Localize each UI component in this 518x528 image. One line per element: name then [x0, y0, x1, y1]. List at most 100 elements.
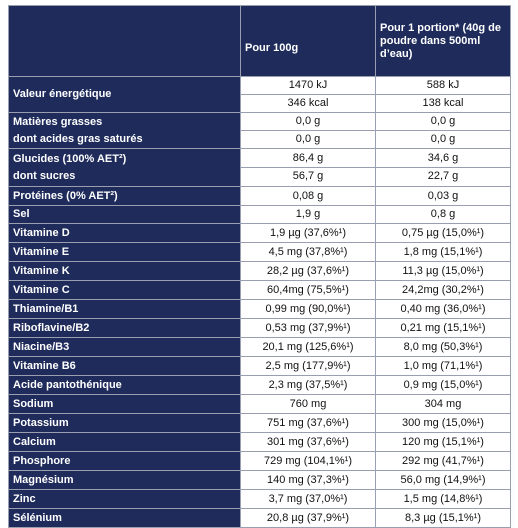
- value-line: 2,3 mg (37,5%¹): [268, 378, 348, 391]
- value-cell: 0,21 mg (15,1%¹): [375, 318, 511, 338]
- value-cell: 0,0 g 0,0 g: [375, 112, 511, 149]
- row-label: Vitamine B6: [8, 356, 241, 376]
- value-cell: 300 mg (15,0%¹): [375, 413, 511, 433]
- value-line: 1,0 mg (71,1%¹): [403, 359, 483, 372]
- table-row: Vitamine D 1,9 µg (37,6%¹) 0,75 µg (15,0%¹…: [8, 223, 511, 243]
- row-label: Matières grasses dont acides gras saturés: [8, 112, 241, 149]
- value-line: 56,7 g: [241, 167, 375, 185]
- value-cell: 1,5 mg (14,8%¹): [375, 489, 511, 509]
- value-line: 0,0 g: [295, 115, 321, 127]
- value-cell: 588 kJ 138 kcal: [375, 76, 511, 113]
- value-line: 1,9 g: [295, 208, 321, 220]
- value-cell: 1,9 g: [240, 205, 376, 224]
- value-line: 34,6 g: [427, 152, 459, 164]
- value-cell: 56,0 mg (14,9%¹): [375, 470, 511, 490]
- value-cell: 0,9 mg (15,0%¹): [375, 375, 511, 395]
- value-line: 4,5 mg (37,8%¹): [268, 245, 348, 258]
- label-line: Vitamine C: [13, 283, 70, 296]
- value-cell: 760 mg: [240, 394, 376, 414]
- row-label: Protéines (0% AET²): [8, 186, 241, 206]
- value-line: 86,4 g: [292, 152, 324, 164]
- value-line: 11,3 µg (15,0%¹): [402, 264, 484, 277]
- value-cell: 24,2mg (30,2%¹): [375, 280, 511, 300]
- row-label: Acide pantothénique: [8, 375, 241, 395]
- header-cell: Pour 100g: [240, 5, 376, 77]
- value-cell: 0,8 g: [375, 205, 511, 224]
- value-cell: 20,8 µg (37,9%¹): [240, 508, 376, 528]
- value-cell: 292 mg (41,7%¹): [375, 451, 511, 471]
- label-line: Sélénium: [13, 511, 62, 524]
- table-row: Sodium 760 mg 304 mg: [8, 394, 511, 414]
- value-line: 588 kJ: [426, 79, 460, 91]
- value-line: 0,75 µg (15,0%¹): [401, 226, 485, 239]
- value-line: 1,8 mg (15,1%¹): [403, 245, 483, 258]
- value-cell: 120 mg (15,1%¹): [375, 432, 511, 452]
- value-cell: 86,4 g 56,7 g: [240, 148, 376, 187]
- value-cell: 0,0 g 0,0 g: [240, 112, 376, 149]
- value-line: 1,9 µg (37,6%¹): [269, 226, 347, 239]
- value-line: 2,5 mg (177,9%¹): [265, 359, 351, 372]
- row-label: Sodium: [8, 394, 241, 414]
- value-line: 140 mg (37,3%¹): [267, 473, 349, 486]
- label-line: Protéines (0% AET²): [13, 189, 118, 202]
- value-cell: 0,03 g: [375, 186, 511, 206]
- value-line: 20,8 µg (37,9%¹): [266, 511, 350, 524]
- value-cell: 2,3 mg (37,5%¹): [240, 375, 376, 395]
- value-cell: 34,6 g 22,7 g: [375, 148, 511, 187]
- value-line: 8,3 µg (15,1%¹): [404, 511, 482, 524]
- label-line: Glucides (100% AET²): [13, 152, 127, 165]
- value-cell: 0,75 µg (15,0%¹): [375, 223, 511, 243]
- label-line: Vitamine K: [13, 264, 70, 277]
- row-label: Sel: [8, 205, 241, 224]
- value-line: 1470 kJ: [288, 79, 328, 91]
- table-row: Matières grasses dont acides gras saturés…: [8, 112, 511, 149]
- value-line: 0,0 g: [241, 130, 375, 148]
- row-label: Vitamine E: [8, 242, 241, 262]
- table-row: Vitamine K 28,2 µg (37,6%¹) 11,3 µg (15,0%…: [8, 261, 511, 281]
- value-line: 22,7 g: [376, 167, 510, 185]
- row-label: Zinc: [8, 489, 241, 509]
- value-line: 0,0 g: [376, 130, 510, 148]
- value-line: 1,5 mg (14,8%¹): [403, 492, 483, 505]
- header-cell: [8, 5, 241, 77]
- row-label: Calcium: [8, 432, 241, 452]
- row-label: Vitamine D: [8, 223, 241, 243]
- table-row: Valeur énergétique 1470 kJ 346 kcal 588 kJ 1…: [8, 76, 511, 113]
- table-row: Protéines (0% AET²) 0,08 g 0,03 g: [8, 186, 511, 206]
- label-line: Phosphore: [13, 454, 71, 467]
- value-cell: 0,53 mg (37,9%¹): [240, 318, 376, 338]
- table-row: Sélénium 20,8 µg (37,9%¹) 8,3 µg (15,1%¹): [8, 508, 511, 528]
- value-cell: 1470 kJ 346 kcal: [240, 76, 376, 113]
- value-line: 300 mg (15,0%¹): [402, 416, 484, 429]
- value-line: 0,40 mg (36,0%¹): [400, 302, 486, 315]
- value-line: 760 mg: [289, 397, 327, 410]
- row-label: Vitamine C: [8, 280, 241, 300]
- value-line: 24,2mg (30,2%¹): [402, 283, 484, 296]
- label-line: Magnésium: [13, 473, 74, 486]
- row-label: Thiamine/B1: [8, 299, 241, 319]
- value-cell: 304 mg: [375, 394, 511, 414]
- table-row: Phosphore 729 mg (104,1%¹) 292 mg (41,7%¹): [8, 451, 511, 471]
- value-line: 138 kcal: [376, 94, 510, 112]
- row-label: Potassium: [8, 413, 241, 433]
- row-label: Vitamine K: [8, 261, 241, 281]
- table-row: Glucides (100% AET²) dont sucres 86,4 g 56,…: [8, 148, 511, 187]
- value-cell: 11,3 µg (15,0%¹): [375, 261, 511, 281]
- value-line: 0,53 mg (37,9%¹): [265, 321, 351, 334]
- value-cell: 1,0 mg (71,1%¹): [375, 356, 511, 376]
- label-line: Vitamine B6: [13, 359, 76, 372]
- table-row: Vitamine E 4,5 mg (37,8%¹) 1,8 mg (15,1%¹): [8, 242, 511, 262]
- value-cell: 0,08 g: [240, 186, 376, 206]
- nutrition-table: Pour 100g Pour 1 portion* (40g de poudre…: [8, 5, 511, 528]
- label-line: Matières grasses: [13, 115, 103, 128]
- row-label: Niacine/B3: [8, 337, 241, 357]
- row-label: Sélénium: [8, 508, 241, 528]
- value-cell: 2,5 mg (177,9%¹): [240, 356, 376, 376]
- value-cell: 3,7 mg (37,0%¹): [240, 489, 376, 509]
- value-cell: 8,3 µg (15,1%¹): [375, 508, 511, 528]
- label-line: Niacine/B3: [13, 340, 70, 353]
- table-row: Niacine/B3 20,1 mg (125,6%¹) 8,0 mg (50,3%…: [8, 337, 511, 357]
- table-row: Acide pantothénique 2,3 mg (37,5%¹) 0,9 mg…: [8, 375, 511, 395]
- value-line: 0,21 mg (15,1%¹): [400, 321, 486, 334]
- label-line: Sodium: [13, 397, 54, 410]
